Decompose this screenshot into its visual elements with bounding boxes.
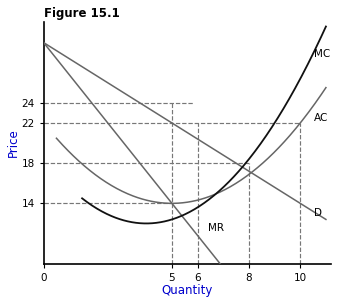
- Text: MR: MR: [208, 223, 224, 233]
- Y-axis label: Price: Price: [7, 129, 20, 157]
- Text: Figure 15.1: Figure 15.1: [44, 7, 119, 20]
- Text: AC: AC: [314, 113, 329, 123]
- Text: D: D: [314, 208, 322, 218]
- Text: MC: MC: [314, 49, 331, 59]
- X-axis label: Quantity: Quantity: [162, 284, 213, 297]
